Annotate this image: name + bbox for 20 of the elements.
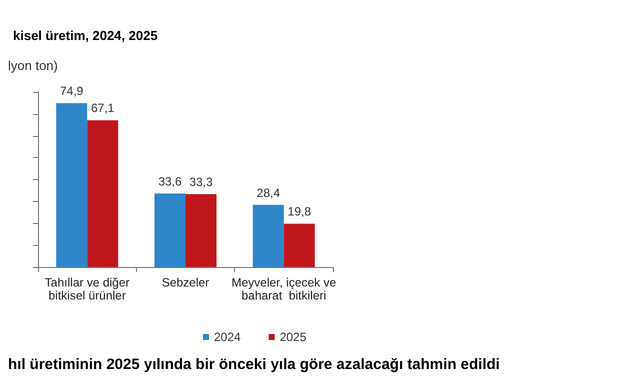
data-label: 28,4 <box>256 186 280 200</box>
legend-label: 2024 <box>214 330 242 344</box>
data-label: 33,3 <box>189 175 213 190</box>
x-tick-label: Sebzeler <box>162 276 210 290</box>
data-label: 33,6 <box>158 174 182 188</box>
chart-title: kisel üretim, 2024, 2025 <box>13 28 158 43</box>
x-tick-label: Meyveler, içecek ve baharat bitkileri <box>231 276 337 302</box>
bar <box>252 204 284 267</box>
data-label: 67,1 <box>90 101 115 116</box>
legend-label: 2025 <box>280 330 307 344</box>
data-label: 74,9 <box>60 84 84 98</box>
bar <box>154 194 186 267</box>
bar <box>186 194 216 267</box>
x-tick-label: Tahıllar ve diğer bitkisel ürünler <box>44 276 130 302</box>
y-axis-title: lyon ton) <box>8 58 58 73</box>
bar <box>56 103 88 267</box>
data-label: 19,8 <box>288 204 312 219</box>
bar <box>284 224 315 267</box>
text: hıl üretiminin 2025 yılında bir önceki yıla göre azalacağı tahmin edildi <box>8 356 500 373</box>
bar <box>87 120 118 267</box>
